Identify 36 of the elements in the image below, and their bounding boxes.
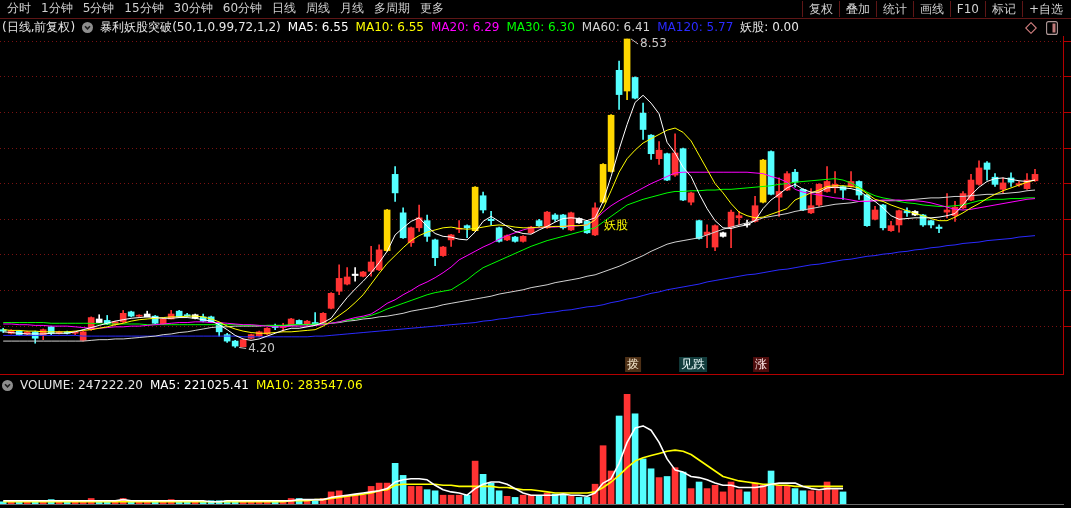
text: 1分钟 bbox=[40, 0, 74, 17]
text: MA5: 221025.41 bbox=[150, 378, 249, 392]
chart-title: (日线,前复权) bbox=[2, 18, 76, 36]
annotation: 4.20 bbox=[248, 340, 275, 355]
text: MA30: 6.30 bbox=[506, 20, 575, 34]
text: 周线 bbox=[305, 0, 332, 17]
text: MA5: 6.55 bbox=[287, 20, 349, 34]
text: 拨 bbox=[627, 357, 640, 372]
text: 画线 bbox=[912, 0, 950, 17]
text: F10 bbox=[949, 0, 985, 17]
text: 更多 bbox=[419, 0, 446, 17]
text: 日线 bbox=[271, 0, 298, 17]
text: 涨 bbox=[755, 357, 768, 372]
chart-title: VOLUME: 247222.20 bbox=[20, 378, 143, 392]
text: 标记 bbox=[984, 0, 1022, 17]
text: MA60: 6.41 bbox=[581, 20, 651, 34]
text: 复权 bbox=[801, 0, 839, 17]
text: 见跌 bbox=[681, 357, 706, 372]
text: 妖股: 0.00 bbox=[740, 18, 799, 36]
text: MA10: 283547.06 bbox=[255, 378, 363, 392]
text: 5分钟 bbox=[81, 0, 116, 17]
annotation: 8.53 bbox=[640, 36, 667, 51]
text: MA20: 6.29 bbox=[431, 20, 500, 34]
text: MA120: 5.77 bbox=[657, 20, 734, 34]
text: 60分钟 bbox=[221, 0, 264, 17]
chart-subtitle: 暴利妖股突破(50,1,0.99,72,1,2) bbox=[100, 18, 281, 36]
annotation: 妖股 bbox=[603, 218, 628, 233]
text: 多周期 bbox=[373, 0, 412, 17]
text: 15分钟 bbox=[123, 0, 165, 17]
text: 30分钟 bbox=[172, 0, 214, 17]
text: 叠加 bbox=[838, 0, 876, 17]
text: 月线 bbox=[339, 0, 366, 17]
text: MA10: 6.55 bbox=[355, 20, 424, 34]
text: +自选 bbox=[1021, 0, 1069, 17]
text: 统计 bbox=[875, 0, 913, 17]
text: 分时 bbox=[6, 0, 32, 17]
